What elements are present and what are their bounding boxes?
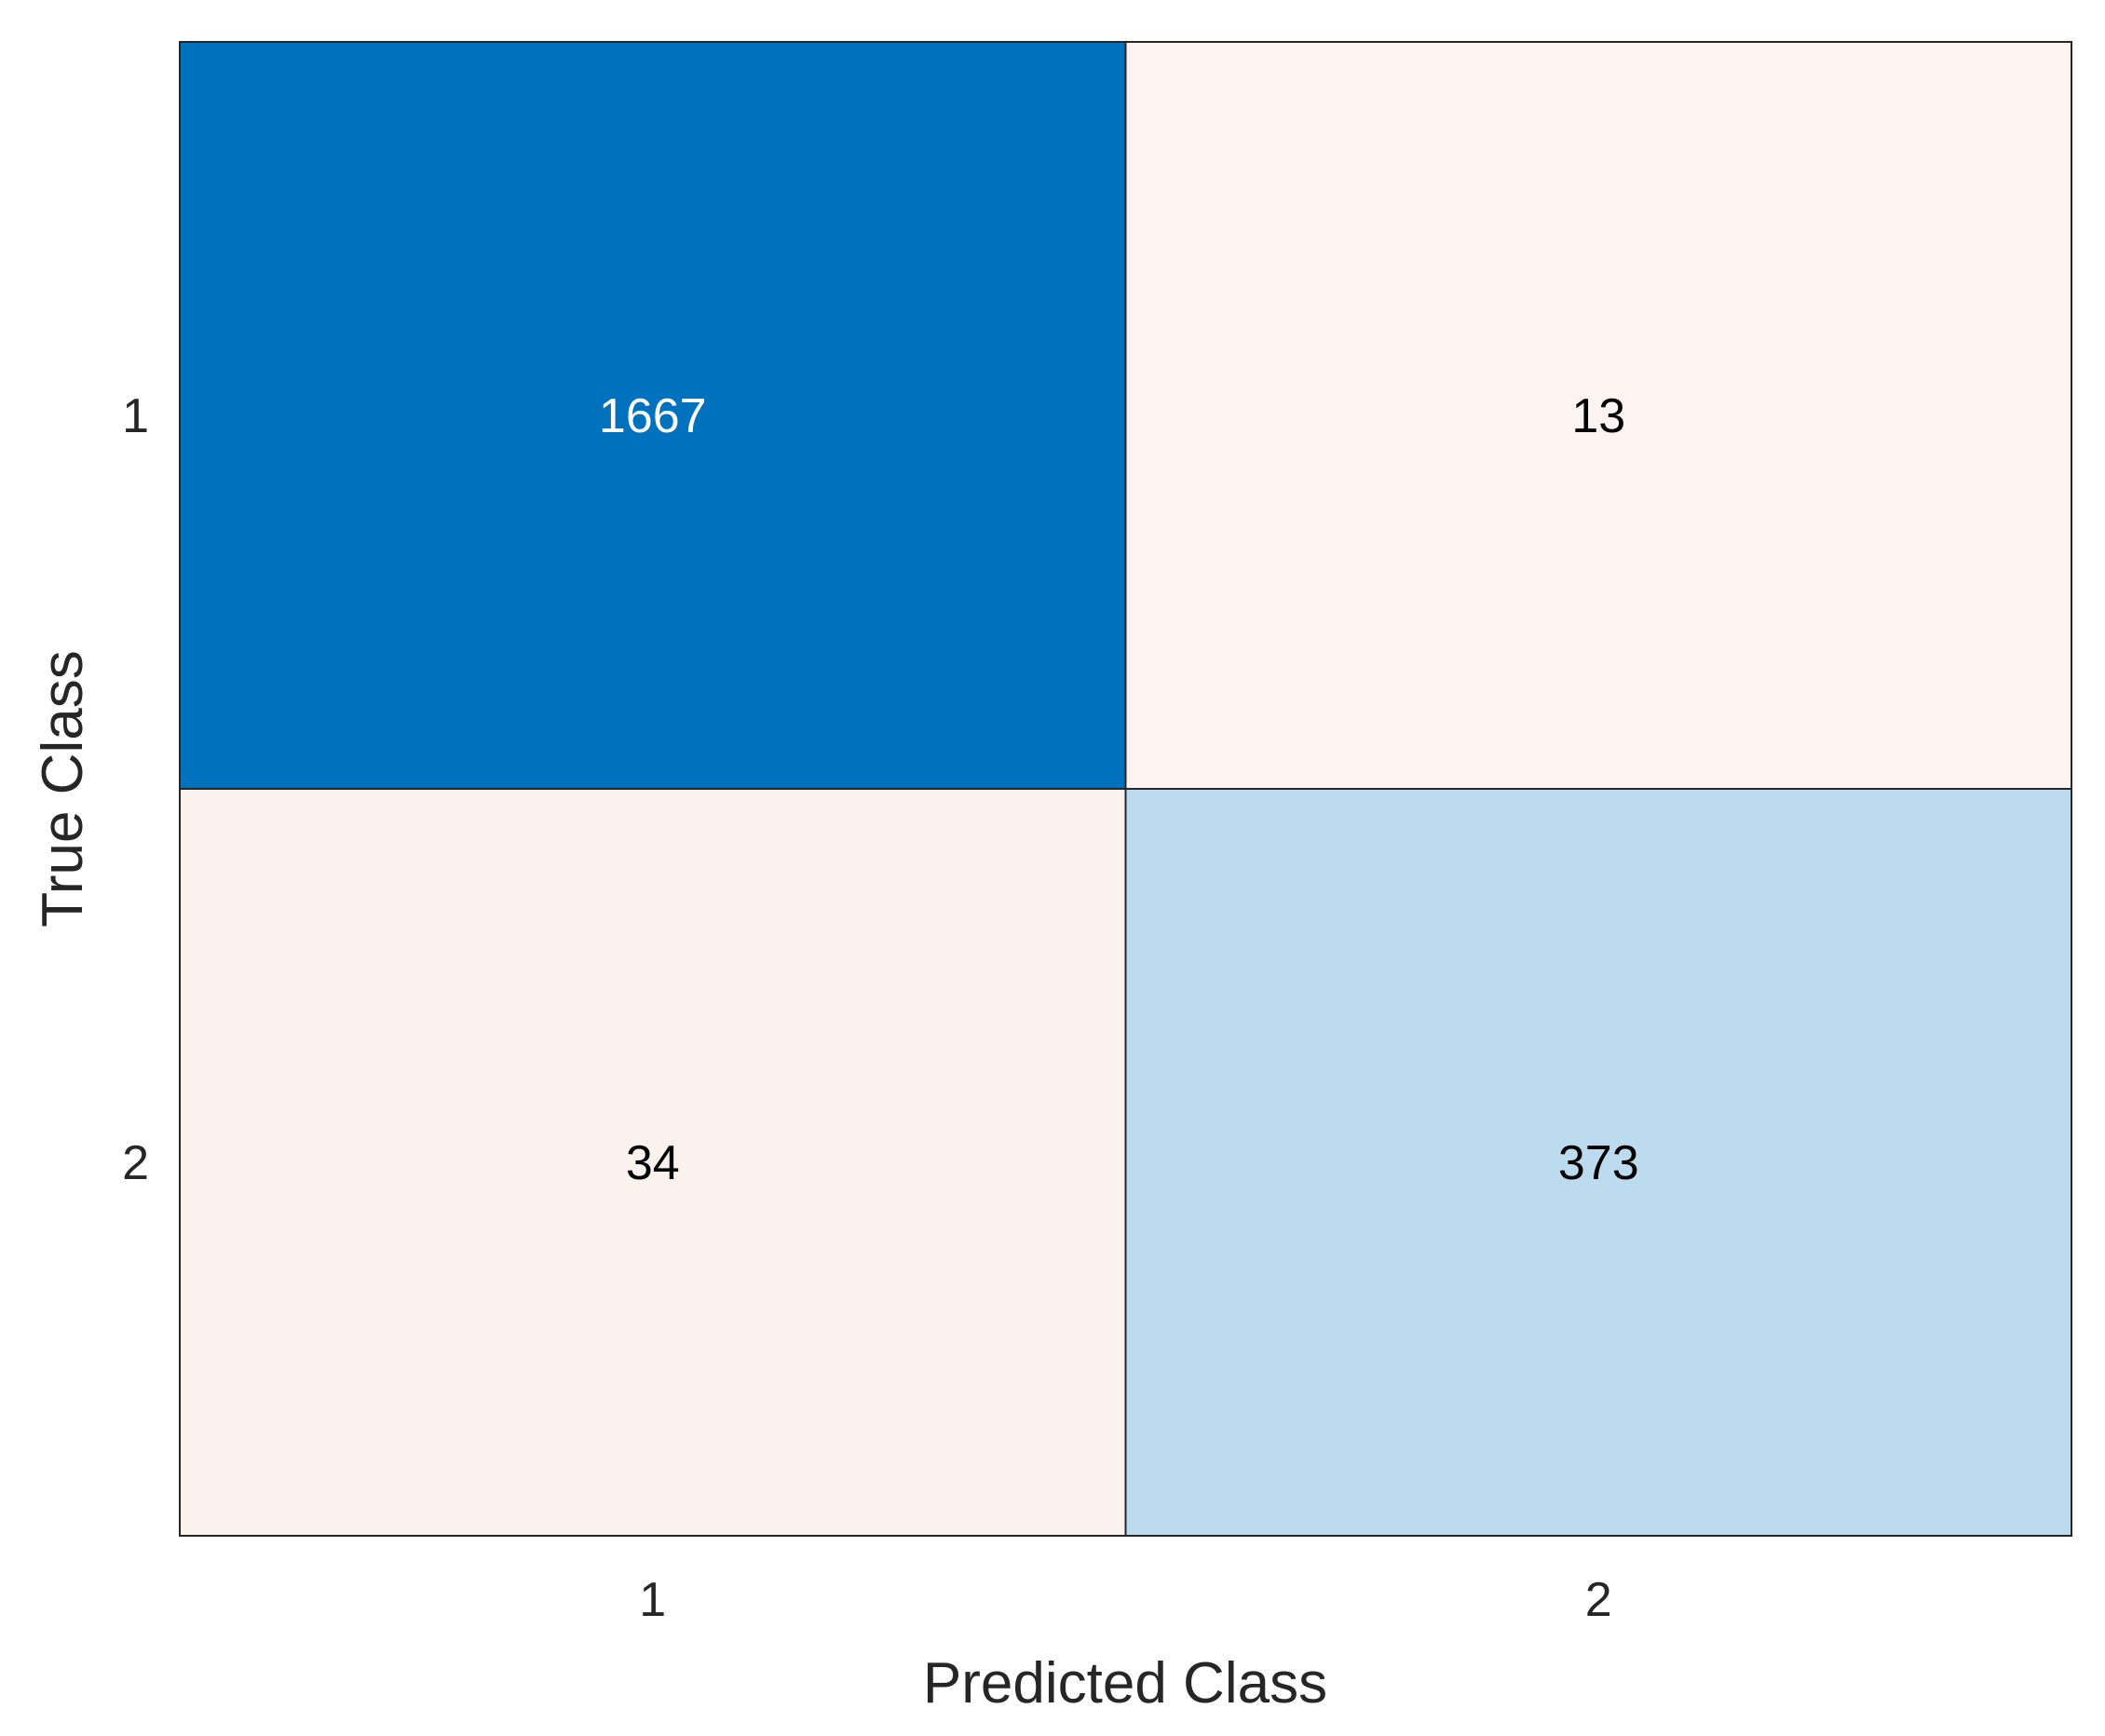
y-tick-label: 1 [122,389,149,443]
y-tick-label: 2 [122,1136,149,1190]
cell-1-1 [179,41,1127,790]
cell-2-2 [1124,788,2072,1537]
cell-value-label: 13 [1571,389,1625,443]
x-tick-label: 1 [639,1573,666,1627]
x-axis-label: Predicted Class [923,1651,1327,1716]
cell-value-label: 34 [626,1136,680,1190]
cell-value-label: 1667 [599,389,707,443]
y-axis-label: True Class [31,650,95,927]
cells: 1667 13 34 373 [179,41,2072,1537]
cell-2-1 [179,788,1127,1537]
x-tick-label: 2 [1585,1573,1612,1627]
cell-value-label: 373 [1558,1136,1639,1190]
cell-1-2 [1124,41,2072,790]
plot-frame [179,41,2072,1537]
